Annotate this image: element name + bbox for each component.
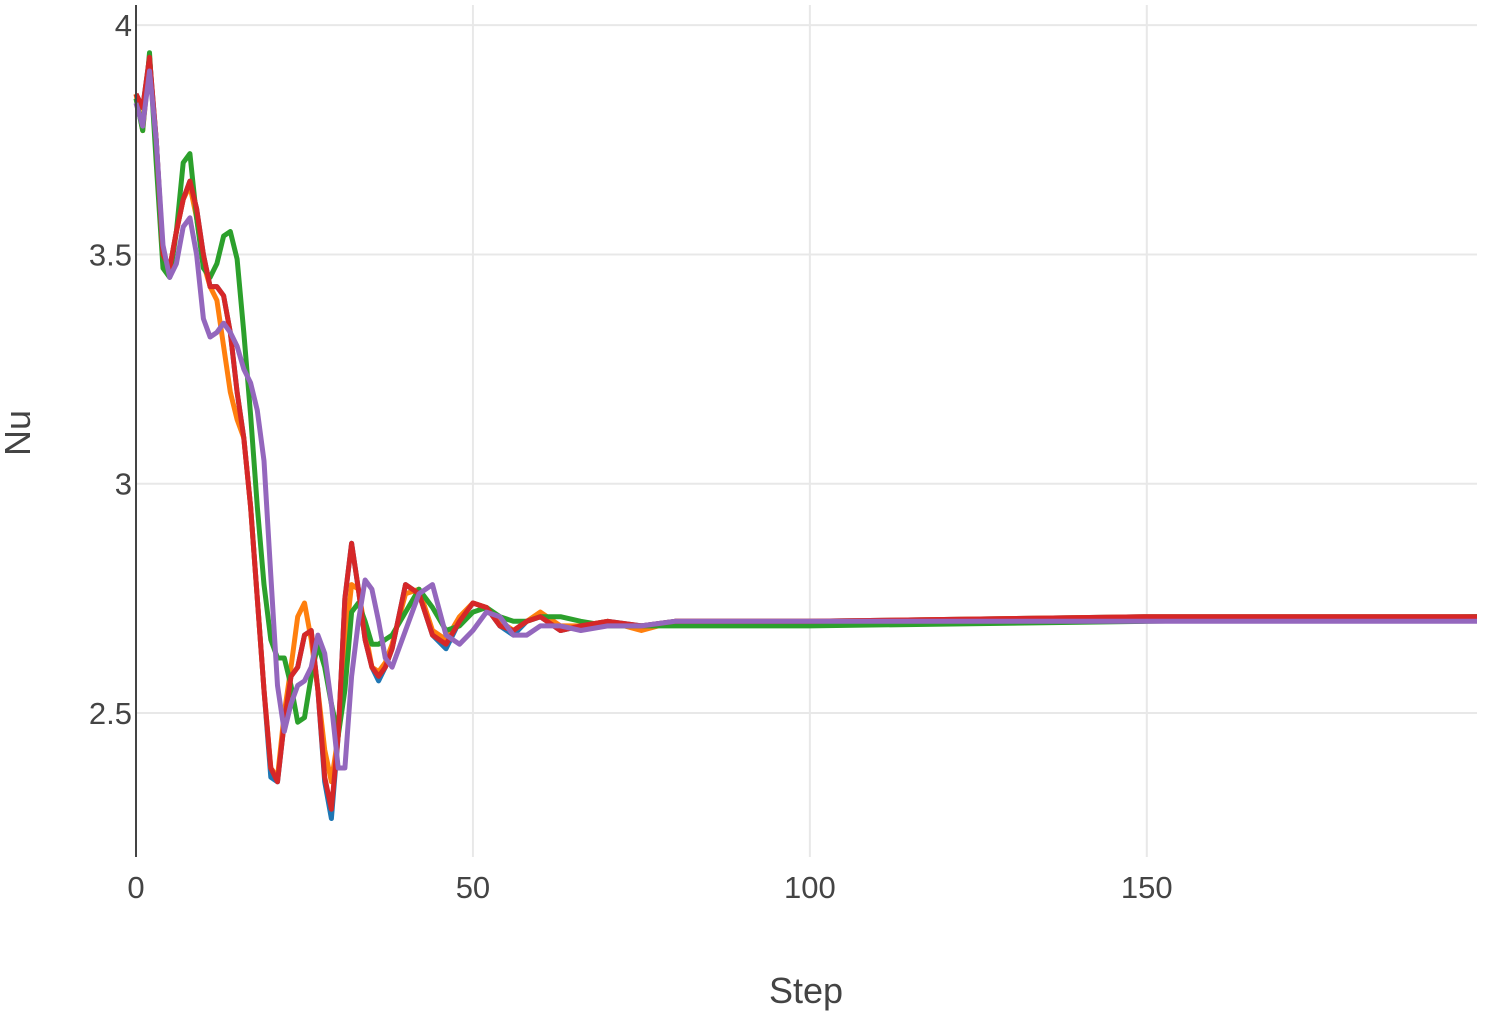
y-axis-title: Nu (0, 410, 38, 456)
x-tick-label: 0 (127, 870, 144, 905)
y-tick-label: 2.5 (89, 696, 132, 731)
y-tick-label: 4 (115, 8, 132, 43)
series-line (133, 50, 1478, 739)
y-tick-label: 3.5 (89, 237, 132, 272)
series-line (133, 68, 1477, 771)
series-line (133, 59, 1477, 785)
x-tick-label: 150 (1121, 870, 1173, 905)
x-axis-title: Step (769, 970, 843, 1011)
series-line (133, 54, 1477, 821)
series-line (133, 54, 1477, 812)
y-tick-label: 3 (115, 467, 132, 502)
x-tick-label: 50 (456, 870, 490, 905)
x-tick-label: 100 (784, 870, 836, 905)
